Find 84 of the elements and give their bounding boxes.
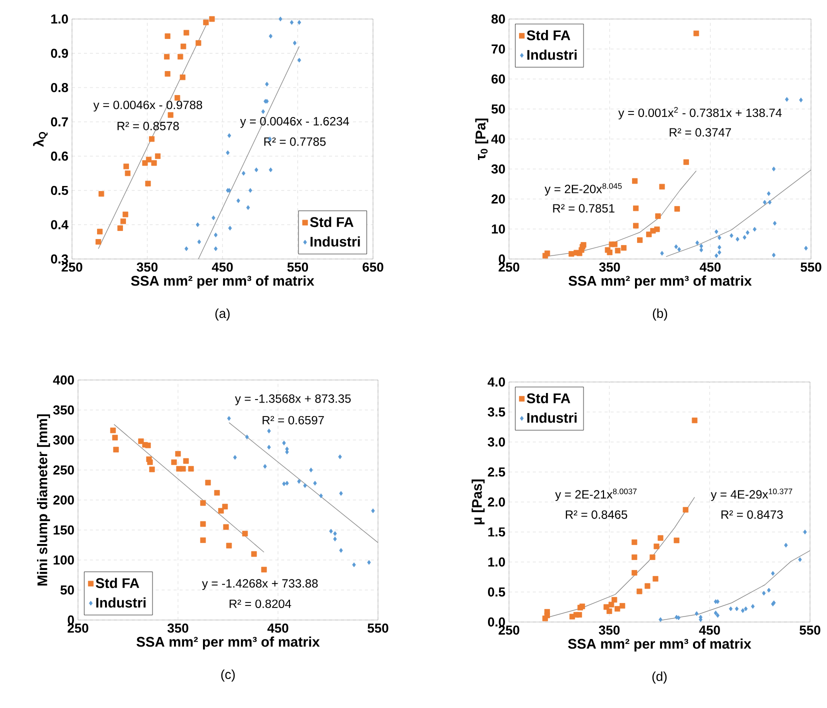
y-axis-title: Mini slump diameter [mm] <box>37 414 50 586</box>
x-tick-label: 250 <box>498 262 520 272</box>
y-tick-label: 300 <box>53 435 74 445</box>
annotation: R² = 0.8473 <box>722 510 783 519</box>
legend-label: Industri <box>96 597 146 608</box>
annotation: y = 0.0046x - 1.6234 <box>240 117 350 128</box>
legend-label: Industri <box>310 236 360 247</box>
y-tick-label: 50 <box>60 585 74 595</box>
y-tick-label: 30 <box>491 164 505 174</box>
legend-label: Std FA <box>526 30 570 40</box>
y-axis-title: τ$_{0}$ [Pa] <box>475 118 488 160</box>
annotation: y = -1.4268x + 733.88 <box>202 579 318 590</box>
y-tick-label: 40 <box>491 134 505 144</box>
annotation: y = 2E-20x$^{8.045}$ <box>544 183 622 196</box>
y-tick-label: 4.0 <box>488 377 505 387</box>
annotation: y = 0.0046x - 0.9788 <box>93 100 202 112</box>
x-tick-label: 450 <box>267 624 288 633</box>
x-axis-title: SSA mm² per mm³ of matrix <box>568 276 752 289</box>
y-tick-label: 0.7 <box>50 117 68 126</box>
y-tick-label: 3.5 <box>488 407 506 417</box>
x-tick-label: 350 <box>136 262 158 272</box>
text: (c) <box>221 670 235 682</box>
x-tick-label: 550 <box>368 624 388 633</box>
x-axis-title: SSA mm² per mm³ of matrix <box>568 638 752 652</box>
x-tick-label: 450 <box>212 262 233 272</box>
x-tick-label: 250 <box>68 624 88 633</box>
y-tick-label: 400 <box>53 375 74 385</box>
annotation: R² = 0.6597 <box>262 416 324 424</box>
y-tick-label: 1.0 <box>488 557 505 567</box>
y-tick-label: 200 <box>53 495 74 505</box>
y-tick-label: 0.0 <box>488 617 505 627</box>
y-tick-label: 20 <box>492 194 505 204</box>
x-axis-title: SSA mm² per mm³ of matrix <box>131 276 314 289</box>
y-tick-label: 100 <box>54 555 74 565</box>
annotation: R² = 0.8204 <box>230 600 292 608</box>
annotation: y = 2E-21x$^{8.0037}$ <box>555 488 637 501</box>
y-tick-label: 0.9 <box>50 48 68 58</box>
x-tick-label: 550 <box>800 626 820 635</box>
x-tick-label: 450 <box>699 626 720 635</box>
y-axis-title: μ [Pas] <box>472 480 485 524</box>
y-tick-label: 0.4 <box>50 220 68 230</box>
y-tick-label: 10 <box>492 224 505 234</box>
annotation: y = -1.3568x + 873.35 <box>234 394 351 406</box>
legend-label: Std FA <box>96 578 140 588</box>
y-tick-label: 70 <box>492 44 505 54</box>
annotation: y = 4E-29x$^{10.377}$ <box>710 488 792 501</box>
x-tick-label: 250 <box>498 626 520 635</box>
y-tick-label: 3.0 <box>488 437 505 447</box>
x-tick-label: 350 <box>599 262 620 272</box>
text: (a) <box>215 308 230 321</box>
legend-label: Std FA <box>310 216 354 228</box>
annotation: R² = 0.3747 <box>670 128 731 137</box>
annotation: R² = 0.8578 <box>118 122 179 130</box>
legend-label: Std FA <box>526 392 570 404</box>
legend-label: Industri <box>527 50 577 60</box>
x-tick-label: 550 <box>287 262 308 272</box>
y-tick-label: 0.5 <box>488 587 506 597</box>
annotation: y = 0.001x$^{2}$ - 0.7381x + 138.74 <box>618 107 782 120</box>
y-tick-label: 2.0 <box>488 497 505 507</box>
x-tick-label: 350 <box>167 624 188 633</box>
y-tick-label: 60 <box>492 74 505 84</box>
y-tick-label: 0.8 <box>50 82 68 92</box>
x-tick-label: 550 <box>800 262 822 272</box>
y-tick-label: 0.3 <box>50 254 68 264</box>
y-axis-title: λ$_{Q}$ <box>33 132 48 147</box>
y-tick-label: 250 <box>53 465 74 475</box>
text: (d) <box>652 672 667 684</box>
x-axis-title: SSA mm² per mm³ of matrix <box>136 636 320 650</box>
y-tick-label: 0.6 <box>50 152 68 161</box>
y-tick-label: 80 <box>491 14 505 24</box>
x-tick-label: 450 <box>700 262 721 272</box>
y-tick-label: 150 <box>54 525 74 535</box>
y-tick-label: 2.5 <box>488 467 506 477</box>
text: (b) <box>652 308 668 321</box>
annotation: R² = 0.8465 <box>566 510 628 519</box>
annotation: R² = 0.7851 <box>553 204 614 213</box>
x-tick-label: 650 <box>362 262 384 272</box>
y-tick-label: 1.0 <box>51 14 68 24</box>
y-tick-label: 1.5 <box>488 527 506 537</box>
y-tick-label: 0.5 <box>50 186 68 196</box>
legend-label: Industri <box>527 412 577 423</box>
y-tick-label: 350 <box>53 405 74 415</box>
x-tick-label: 350 <box>598 626 620 635</box>
y-tick-label: 50 <box>491 104 505 114</box>
